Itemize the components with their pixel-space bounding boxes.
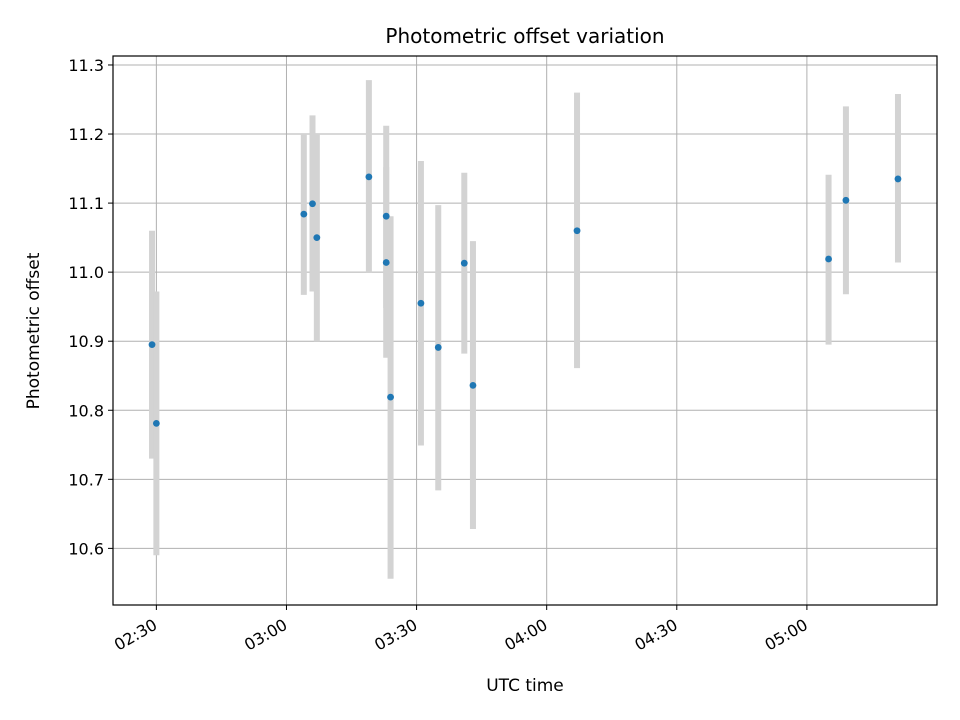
x-axis-label: UTC time (486, 676, 564, 696)
y-tick-label: 10.7 (68, 470, 104, 489)
data-point (313, 234, 321, 242)
data-point (825, 255, 832, 263)
data-point (469, 382, 477, 389)
y-axis-ticks: 10.6 10.7 10.8 10.9 11.0 11.1 11.2 11.3 (68, 56, 113, 558)
data-point (434, 344, 442, 351)
y-axis-label: Photometric offset (24, 252, 44, 409)
data-point (365, 173, 373, 181)
y-tick-label: 10.6 (68, 539, 104, 558)
y-tick-label: 11.1 (68, 194, 104, 213)
y-tick-label: 11.0 (68, 263, 104, 282)
data-point (382, 212, 390, 220)
plot-frame (112, 55, 938, 606)
data-point (387, 393, 394, 401)
y-tick-label: 10.8 (68, 401, 104, 420)
grid (113, 56, 937, 605)
data-point (842, 196, 850, 204)
data-point (309, 200, 316, 208)
data-point (300, 210, 308, 218)
data-point (460, 259, 468, 267)
data-point (382, 259, 390, 266)
y-tick-label: 11.3 (68, 56, 104, 75)
data-point (417, 299, 425, 307)
y-tick-label: 10.9 (68, 332, 104, 351)
data-point (573, 227, 581, 235)
data-points (148, 173, 902, 427)
y-tick-label: 11.2 (68, 125, 104, 144)
data-point (152, 419, 160, 427)
chart-title: Photometric offset variation (385, 24, 664, 48)
data-point (148, 341, 156, 349)
data-point (894, 175, 902, 183)
